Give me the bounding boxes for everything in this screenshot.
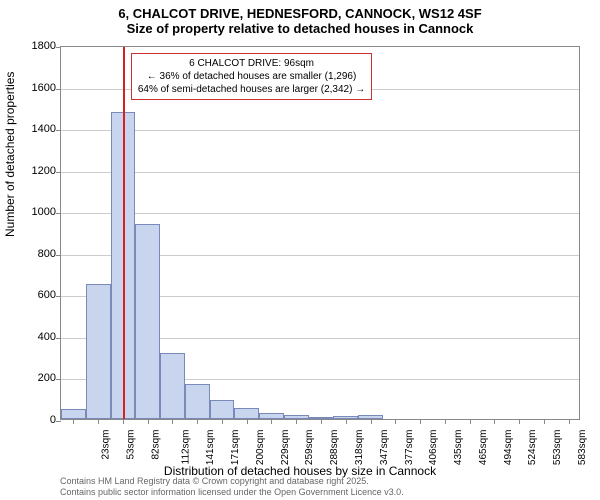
x-tick-mark [197,419,198,424]
annotation-line-1: ← 36% of detached houses are smaller (1,… [138,70,365,83]
x-tick-label: 82sqm [150,430,161,460]
y-axis-label: Number of detached properties [3,72,17,237]
y-tick-mark [56,338,61,339]
x-tick-label: 259sqm [305,430,316,466]
y-tick-label: 800 [16,248,56,260]
x-tick-label: 112sqm [180,430,191,465]
x-tick-mark [470,419,471,424]
y-tick-mark [56,89,61,90]
x-tick-mark [445,419,446,424]
title-sub: Size of property relative to detached ho… [0,21,600,40]
title-main: 6, CHALCOT DRIVE, HEDNESFORD, CANNOCK, W… [0,0,600,21]
y-tick-mark [56,296,61,297]
x-tick-mark [371,419,372,424]
y-tick-label: 1800 [16,40,56,52]
x-tick-mark [98,419,99,424]
x-tick-mark [395,419,396,424]
y-tick-label: 600 [16,289,56,301]
y-tick-mark [56,172,61,173]
histogram-bar [234,408,259,419]
x-tick-mark [321,419,322,424]
x-tick-mark [569,419,570,424]
y-tick-label: 1600 [16,82,56,94]
x-tick-mark [296,419,297,424]
x-tick-label: 200sqm [255,430,266,466]
footer-attribution: Contains HM Land Registry data © Crown c… [60,476,404,498]
chart-container: 6, CHALCOT DRIVE, HEDNESFORD, CANNOCK, W… [0,0,600,500]
x-tick-mark [271,419,272,424]
histogram-bar [86,284,111,419]
annotation-box: 6 CHALCOT DRIVE: 96sqm ← 36% of detached… [131,53,372,100]
x-tick-label: 377sqm [404,430,415,466]
annotation-title: 6 CHALCOT DRIVE: 96sqm [138,57,365,70]
y-tick-label: 0 [16,414,56,426]
x-tick-label: 553sqm [552,430,563,466]
x-tick-label: 524sqm [527,430,538,466]
y-tick-label: 400 [16,331,56,343]
y-tick-mark [56,47,61,48]
y-tick-mark [56,379,61,380]
reference-marker-line [123,47,125,419]
x-tick-mark [420,419,421,424]
y-tick-mark [56,130,61,131]
x-tick-label: 435sqm [453,430,464,466]
x-tick-mark [123,419,124,424]
x-tick-label: 347sqm [379,430,390,466]
x-tick-mark [247,419,248,424]
histogram-bar [135,224,160,419]
x-tick-mark [519,419,520,424]
y-tick-label: 1200 [16,165,56,177]
y-tick-label: 1000 [16,206,56,218]
x-tick-label: 406sqm [428,430,439,466]
x-tick-label: 465sqm [478,430,489,466]
x-tick-mark [172,419,173,424]
y-tick-mark [56,213,61,214]
gridline [61,130,579,131]
x-tick-mark [494,419,495,424]
y-tick-mark [56,421,61,422]
chart-plot-area: 6 CHALCOT DRIVE: 96sqm ← 36% of detached… [60,46,580,420]
x-tick-mark [222,419,223,424]
footer-line-2: Contains public sector information licen… [60,487,404,498]
x-tick-label: 583sqm [577,430,588,466]
x-tick-label: 141sqm [206,430,217,466]
histogram-bar [210,400,235,419]
x-tick-label: 229sqm [280,430,291,466]
x-tick-mark [346,419,347,424]
gridline [61,172,579,173]
y-tick-label: 1400 [16,123,56,135]
footer-line-1: Contains HM Land Registry data © Crown c… [60,476,404,487]
x-tick-label: 494sqm [503,430,514,466]
histogram-bar [61,409,86,419]
x-tick-mark [544,419,545,424]
x-tick-mark [73,419,74,424]
histogram-bar [160,353,185,419]
annotation-line-2: 64% of semi-detached houses are larger (… [138,83,365,96]
y-tick-mark [56,255,61,256]
x-tick-label: 171sqm [230,430,241,466]
x-tick-label: 23sqm [101,430,112,460]
gridline [61,213,579,214]
x-tick-label: 288sqm [329,430,340,466]
histogram-bar [185,384,210,419]
x-tick-label: 53sqm [126,430,137,460]
x-tick-mark [148,419,149,424]
x-tick-label: 318sqm [354,430,365,466]
y-tick-label: 200 [16,372,56,384]
